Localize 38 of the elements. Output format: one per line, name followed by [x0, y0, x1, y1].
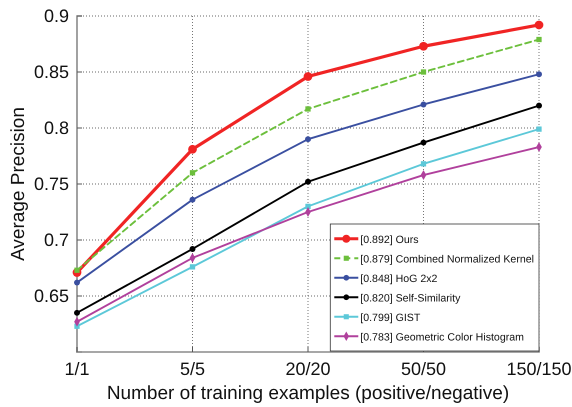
y-tick-label: 0.85 — [34, 62, 69, 82]
point — [420, 102, 426, 108]
point — [74, 268, 80, 273]
point — [420, 161, 426, 166]
y-tick-label: 0.75 — [34, 174, 69, 194]
point — [536, 102, 542, 109]
point — [305, 136, 311, 142]
point — [419, 42, 428, 51]
point — [420, 140, 426, 146]
x-tick-label: 150/150 — [506, 358, 572, 379]
x-tick-label: 20/20 — [285, 358, 331, 379]
point — [304, 72, 312, 81]
legend-label: [0.799] GIST — [360, 312, 421, 324]
point — [534, 20, 544, 30]
point — [536, 126, 542, 132]
x-tick-label: 5/5 — [180, 358, 206, 379]
y-tick-label: 0.8 — [44, 118, 69, 138]
y-tick-label: 0.7 — [44, 230, 69, 250]
point — [190, 170, 196, 176]
x-tick-label: 1/1 — [64, 358, 90, 379]
point — [188, 144, 197, 154]
point — [190, 246, 196, 252]
x-axis-title: Number of training examples (positive/negative) — [106, 383, 510, 404]
point — [74, 280, 80, 286]
point — [74, 310, 80, 316]
y-axis-title: Average Precision — [8, 107, 29, 261]
point — [305, 178, 311, 185]
y-tick-label: 0.65 — [34, 286, 69, 306]
point — [536, 71, 542, 78]
legend-label: [0.783] Geometric Color Histogram — [360, 331, 524, 344]
legend-label: [0.848] HoG 2x2 — [360, 272, 438, 285]
legend-label: [0.879] Combined Normalized Kernel — [360, 253, 534, 266]
point — [190, 196, 196, 203]
point — [190, 264, 196, 270]
y-tick-label: 0.9 — [44, 6, 69, 26]
x-tick-label: 50/50 — [400, 358, 446, 379]
legend-label: [0.892] Ours — [360, 234, 419, 246]
legend-label: [0.820] Self-Similarity — [360, 292, 462, 304]
